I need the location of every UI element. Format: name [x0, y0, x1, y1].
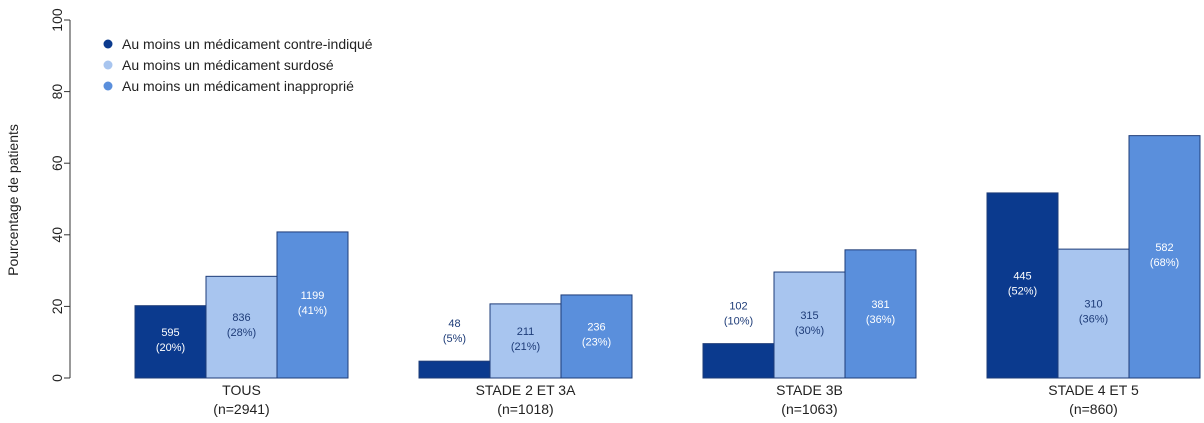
bar — [418, 360, 491, 379]
value-label: 445 (52%) — [1008, 270, 1037, 297]
value-label: 102 (10%) — [724, 301, 753, 328]
value-label: 236 (23%) — [582, 321, 611, 348]
bar — [560, 294, 633, 379]
bar — [1057, 248, 1130, 379]
bar — [276, 231, 349, 379]
y-tick-label: 100 — [49, 8, 65, 32]
x-tick-label: STADE 2 ET 3A (n=1018) — [476, 382, 577, 417]
value-label: 1199 (41%) — [298, 290, 327, 317]
bar — [844, 249, 917, 379]
value-label: 211 (21%) — [511, 326, 540, 353]
value-label: 836 (28%) — [227, 312, 256, 339]
y-tick-label: 20 — [49, 298, 65, 314]
value-label: 315 (30%) — [795, 310, 824, 337]
x-tick-label: STADE 4 ET 5 (n=860) — [1048, 382, 1139, 417]
legend-label: Au moins un médicament surdosé — [122, 57, 334, 73]
y-tick-label: 0 — [49, 374, 65, 382]
legend-marker — [103, 39, 113, 49]
value-label: 595 (20%) — [156, 327, 185, 354]
legend-marker — [103, 81, 113, 91]
value-label: 582 (68%) — [1150, 242, 1179, 269]
y-axis-label: Pourcentage de patients — [5, 124, 21, 276]
bar — [773, 271, 846, 379]
legend-label: Au moins un médicament inapproprié — [122, 78, 354, 94]
legend-label: Au moins un médicament contre-indiqué — [122, 36, 373, 52]
x-tick-label: TOUS (n=2941) — [213, 382, 269, 417]
bar — [1128, 135, 1201, 379]
y-tick-label: 60 — [49, 155, 65, 171]
bar — [702, 343, 775, 379]
bar — [134, 305, 207, 379]
value-label: 381 (36%) — [866, 299, 895, 326]
legend-marker — [103, 60, 113, 70]
y-tick-label: 40 — [49, 227, 65, 243]
value-label: 310 (36%) — [1079, 299, 1108, 326]
bar — [986, 192, 1059, 379]
x-tick-label: STADE 3B (n=1063) — [776, 382, 843, 417]
value-label: 48 (5%) — [443, 318, 466, 345]
y-tick-label: 80 — [49, 84, 65, 100]
